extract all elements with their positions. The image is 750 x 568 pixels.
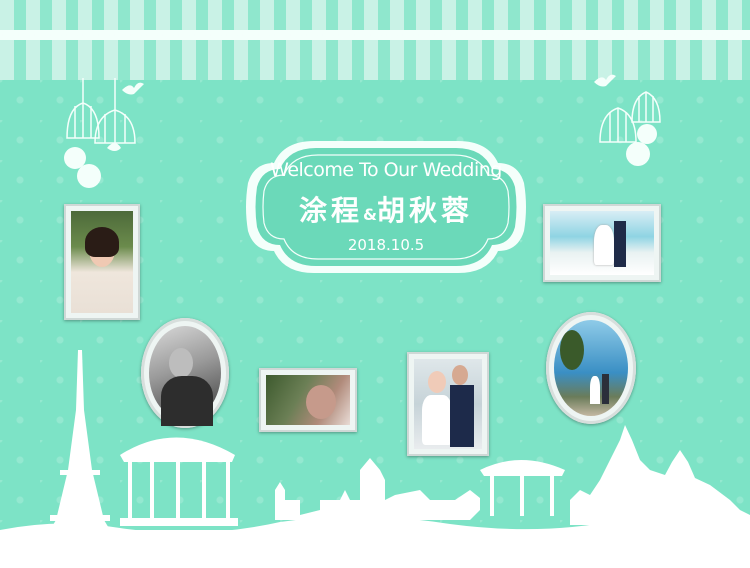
- carousel-left-icon: [120, 437, 235, 462]
- woman-portrait-photo: [71, 211, 133, 313]
- man-portrait-photo: [149, 326, 221, 426]
- seaside-walk-frame: [546, 312, 636, 424]
- groom-name: 涂程: [299, 194, 364, 227]
- city-silhouette: [0, 350, 750, 568]
- seaside-walk-photo: [554, 320, 628, 416]
- beach-couple-photo: [550, 211, 654, 275]
- wedding-date: 2018.10.5: [347, 236, 425, 254]
- couple-closeup-photo: [266, 375, 350, 425]
- welcome-text: Welcome To Our Wedding: [270, 159, 502, 181]
- beach-couple-frame: [543, 204, 661, 282]
- birdcage-left-icon: [64, 78, 136, 188]
- eiffel-tower-icon: [44, 350, 116, 540]
- title-plaque: Welcome To Our Wedding 涂程&胡秋蓉 2018.10.5: [244, 123, 528, 291]
- castle-left-icon: [275, 458, 480, 520]
- bride-name: 胡秋蓉: [376, 194, 473, 227]
- ampersand: &: [363, 205, 377, 224]
- names-line: 涂程&胡秋蓉: [244, 189, 528, 229]
- couple-standing-photo: [414, 359, 482, 449]
- lace-trim: [0, 30, 750, 52]
- plaque-frame-icon: [246, 141, 526, 273]
- couple-closeup-frame: [259, 368, 357, 432]
- dove-left-icon: [122, 82, 144, 95]
- couple-standing-frame: [407, 352, 489, 456]
- woman-portrait-frame: [64, 204, 140, 320]
- birdcage-right-icon: [594, 74, 661, 166]
- castle-right-icon: [570, 425, 750, 525]
- carousel-right-icon: [480, 460, 565, 476]
- man-portrait-frame: [141, 318, 229, 428]
